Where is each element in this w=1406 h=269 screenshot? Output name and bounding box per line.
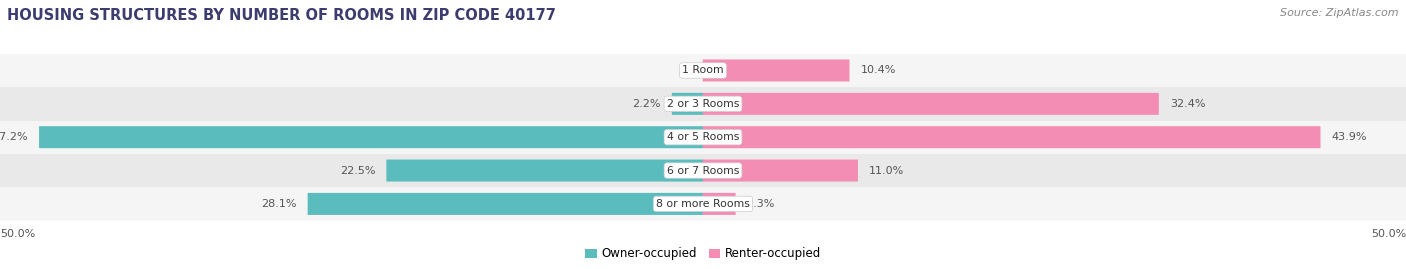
Text: 6 or 7 Rooms: 6 or 7 Rooms [666, 165, 740, 176]
Text: 11.0%: 11.0% [869, 165, 904, 176]
Text: Source: ZipAtlas.com: Source: ZipAtlas.com [1281, 8, 1399, 18]
FancyBboxPatch shape [703, 59, 849, 82]
Text: 22.5%: 22.5% [340, 165, 375, 176]
Bar [0, 187, 1406, 221]
Text: 1 Room: 1 Room [682, 65, 724, 76]
Text: 2.2%: 2.2% [633, 99, 661, 109]
Bar [0, 154, 1406, 187]
Text: HOUSING STRUCTURES BY NUMBER OF ROOMS IN ZIP CODE 40177: HOUSING STRUCTURES BY NUMBER OF ROOMS IN… [7, 8, 555, 23]
Text: 50.0%: 50.0% [1371, 229, 1406, 239]
Text: 4 or 5 Rooms: 4 or 5 Rooms [666, 132, 740, 142]
Bar [0, 54, 1406, 87]
Text: 32.4%: 32.4% [1170, 99, 1205, 109]
FancyBboxPatch shape [387, 160, 703, 182]
FancyBboxPatch shape [703, 126, 1320, 148]
Text: 10.4%: 10.4% [860, 65, 896, 76]
FancyBboxPatch shape [703, 160, 858, 182]
Bar [0, 87, 1406, 121]
FancyBboxPatch shape [672, 93, 703, 115]
Bar [0, 121, 1406, 154]
FancyBboxPatch shape [39, 126, 703, 148]
Text: 43.9%: 43.9% [1331, 132, 1367, 142]
Text: 50.0%: 50.0% [0, 229, 35, 239]
FancyBboxPatch shape [703, 93, 1159, 115]
Text: 8 or more Rooms: 8 or more Rooms [657, 199, 749, 209]
Text: 47.2%: 47.2% [0, 132, 28, 142]
Text: 2.3%: 2.3% [747, 199, 775, 209]
FancyBboxPatch shape [308, 193, 703, 215]
Text: 2 or 3 Rooms: 2 or 3 Rooms [666, 99, 740, 109]
Text: 28.1%: 28.1% [262, 199, 297, 209]
FancyBboxPatch shape [703, 193, 735, 215]
Legend: Owner-occupied, Renter-occupied: Owner-occupied, Renter-occupied [585, 247, 821, 260]
